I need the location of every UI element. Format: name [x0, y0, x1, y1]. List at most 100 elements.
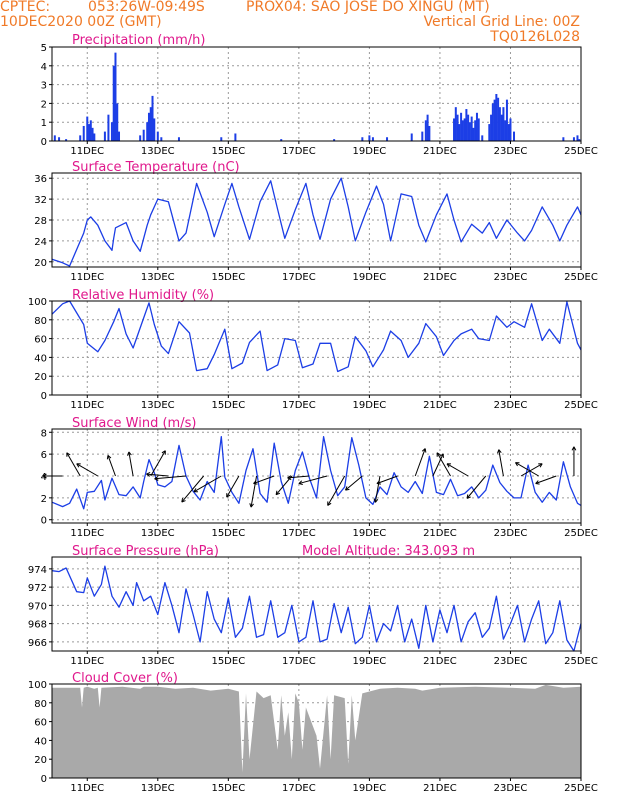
precip-bar — [177, 137, 180, 141]
precip-bar — [453, 118, 456, 141]
precip-bar — [82, 125, 85, 141]
precip-bar — [86, 116, 89, 141]
precip-bar — [497, 97, 500, 141]
precip-frame — [51, 46, 582, 142]
precip-bar — [512, 131, 515, 141]
wind-xtick-label: 11DEC — [70, 528, 104, 539]
wind-vector-arrowhead — [539, 463, 543, 468]
wind-xtick-label: 13DEC — [141, 528, 175, 539]
precip-bar — [139, 135, 142, 141]
precip-bar — [491, 103, 494, 141]
wind-vector-arrowhead — [161, 450, 166, 454]
wind-ytick-label: 2 — [41, 494, 47, 505]
wind-ytick-label: 0 — [41, 516, 47, 527]
wind-vector-arrowhead — [127, 451, 130, 456]
precip-bar — [493, 99, 496, 141]
rh-ytick-label: 100 — [28, 297, 47, 308]
header-location: PROX04: SAO JOSE DO XINGU (MT) — [246, 0, 490, 15]
wind-vector-arrow — [432, 453, 444, 477]
precip-xtick-label: 15DEC — [211, 146, 245, 157]
cloud-area — [52, 684, 581, 778]
wind-vector-arrowhead — [249, 503, 252, 508]
wind-vector-arrowhead — [146, 472, 151, 475]
press-ytick-label: 970 — [28, 601, 47, 612]
wind-vector-arrow — [466, 475, 487, 499]
press-xtick-label: 25DEC — [564, 656, 598, 667]
wind-vector-arrow — [436, 452, 451, 477]
press-title: Surface Pressure (hPa) — [72, 544, 219, 559]
press-xtick-label: 13DEC — [141, 656, 175, 667]
temp-ytick-label: 20 — [34, 258, 47, 269]
precip-bar — [454, 107, 457, 141]
rh-xtick-label: 19DEC — [353, 400, 387, 411]
precip-bar — [424, 120, 427, 141]
cloud-ytick-label: 100 — [28, 680, 47, 691]
wind-vector-arrowhead — [573, 446, 577, 451]
cloud-xtick-label: 11DEC — [70, 783, 104, 794]
wind-vector-arrow — [193, 475, 222, 493]
press-xtick-label: 11DEC — [70, 656, 104, 667]
rh-ytick-label: 80 — [34, 316, 47, 327]
wind-vector-arrowhead — [535, 480, 539, 484]
rh-title: Relative Humidity (%) — [72, 288, 214, 303]
wind-xtick-label: 19DEC — [353, 528, 387, 539]
wind-vector-arrow — [107, 455, 116, 477]
wind-vector-arrowhead — [287, 475, 292, 479]
precip-xtick-label: 11DEC — [70, 146, 104, 157]
wind-vector-arrowhead — [42, 473, 47, 477]
precip-bar — [456, 114, 459, 141]
wind-xtick-label: 15DEC — [211, 528, 245, 539]
wind-vector-arrow — [376, 475, 398, 484]
rh-xtick-label: 13DEC — [141, 400, 175, 411]
precip-bar — [502, 107, 505, 141]
wind-vector-arrowhead — [66, 452, 71, 456]
precip-bar — [147, 112, 150, 141]
wind-vector-arrowhead — [250, 503, 254, 508]
wind-vector-arrow — [181, 475, 205, 503]
wind-vector-arrowhead — [424, 448, 427, 453]
wind-vector-arrowhead — [345, 486, 348, 491]
wind-vector-arrowhead — [181, 500, 186, 503]
wind-vector-arrowhead — [374, 498, 379, 503]
wind-vector-arrowhead — [146, 473, 151, 477]
press-annotation: Model Altitude: 343.093 m — [302, 544, 475, 559]
precip-bar — [156, 131, 159, 141]
precip-xtick-label: 17DEC — [282, 146, 316, 157]
precip-bar — [426, 114, 429, 141]
precip-bar — [460, 112, 463, 141]
temp-series-line — [51, 177, 582, 267]
header-grid-note: Vertical Grid Line: 00Z — [423, 14, 580, 30]
press-xtick-label: 15DEC — [211, 656, 245, 667]
rh-xtick-label: 21DEC — [423, 400, 457, 411]
press-ytick-label: 968 — [28, 620, 47, 631]
wind-vector-arrow — [327, 475, 346, 506]
rh-series-line — [51, 300, 582, 373]
wind-vector-arrow — [498, 449, 504, 477]
precip-bar — [490, 114, 493, 141]
cloud-ytick-label: 20 — [34, 755, 47, 766]
precip-bar — [468, 122, 471, 141]
wind-vector-arrow — [298, 475, 328, 485]
press-ytick-label: 972 — [28, 583, 47, 594]
header-datetime: 10DEC2020 00Z (GMT) — [0, 14, 162, 30]
wind-vector-arrowhead — [376, 480, 380, 484]
precip-bar — [89, 120, 92, 141]
wind-vector-arrow — [128, 451, 134, 477]
precip-bar — [509, 118, 512, 141]
wind-xtick-label: 23DEC — [494, 528, 528, 539]
precip-bar — [463, 118, 466, 141]
wind-vector-arrowhead — [466, 494, 469, 499]
precip-bar — [467, 114, 470, 141]
wind-vector-arrowhead — [253, 480, 257, 484]
wind-vector-arrowhead — [226, 494, 231, 498]
cloud-ytick-label: 0 — [41, 774, 47, 785]
wind-vector-arrow — [66, 452, 81, 477]
temp-frame — [51, 172, 582, 268]
press-xtick-label: 19DEC — [353, 656, 387, 667]
wind-vector-arrow — [535, 475, 557, 484]
rh-xtick-label: 11DEC — [70, 400, 104, 411]
wind-vector-arrowhead — [498, 449, 502, 454]
wind-vector-arrowhead — [327, 502, 332, 506]
cloud-xtick-label: 15DEC — [211, 783, 245, 794]
temp-xtick-label: 11DEC — [70, 272, 104, 283]
